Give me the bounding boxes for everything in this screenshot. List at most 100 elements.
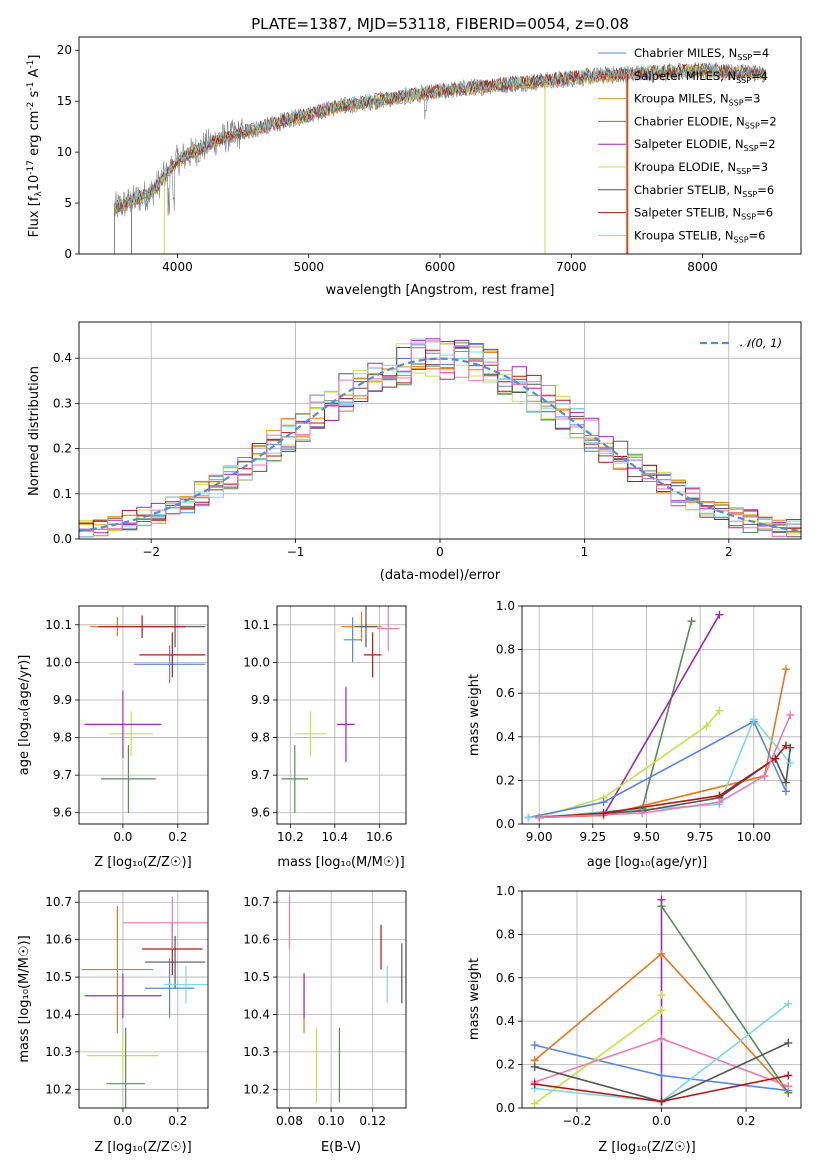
legend-suffix: =6 — [749, 228, 766, 242]
y-tick-label: 0.8 — [496, 927, 515, 941]
mass-vs-ebv-panel: 0.08 0.10 0.12 10.2 10.3 10.4 10.5 10.6 10.7 — [243, 890, 407, 1128]
weight-series-line — [660, 905, 789, 1094]
y-tick-label: 0.3 — [53, 396, 72, 410]
weight-point-marker — [535, 813, 544, 822]
axes-frame — [78, 890, 209, 1109]
legend-label: Kroupa STELIB, NSSP=6 — [634, 228, 765, 244]
x-tick-label: 0.2 — [168, 830, 187, 844]
x-tick-label: 0.0 — [113, 830, 132, 844]
legend-sub: SSP — [744, 144, 759, 153]
legend-prefix: Chabrier ELODIE, N — [634, 114, 745, 128]
x-tick-label: 1 — [581, 545, 589, 559]
age-vs-metallicity-panel: 0.0 0.2 9.6 9.7 9.8 9.9 10.0 10.1 — [45, 605, 209, 844]
y-tick-label: 9.7 — [251, 768, 270, 782]
y-tick-label: 0.8 — [496, 643, 515, 657]
y-tick-label: 5 — [64, 196, 72, 210]
x-tick-label: 6000 — [425, 260, 456, 274]
weight-vs-age-ylabel: mass weight — [467, 674, 482, 756]
plot-area — [281, 606, 400, 813]
y-tick-label: 9.6 — [251, 806, 270, 820]
weight-point-marker — [599, 809, 608, 818]
weight-point-marker — [599, 798, 608, 807]
legend-suffix: =3 — [744, 92, 761, 106]
weight-point-marker — [784, 1038, 793, 1047]
weight-point-marker — [715, 798, 724, 807]
weight-series-line — [538, 710, 721, 819]
y-tick-label: 10.5 — [243, 970, 270, 984]
spectrum-ylabel-mid: 10 — [27, 175, 42, 192]
weight-point-marker — [749, 715, 758, 724]
y-tick-label: 9.9 — [251, 693, 270, 707]
weight-point-marker — [760, 772, 769, 781]
y-tick-label: 10.4 — [243, 1007, 270, 1021]
x-tick-label: 9.50 — [633, 830, 660, 844]
y-tick-label: 10.4 — [45, 1007, 72, 1021]
legend-suffix: =4 — [751, 69, 768, 83]
spectrum-xlabel: wavelength [Angstrom, rest frame] — [326, 283, 555, 298]
spectrum-ylabel-end: ] — [27, 55, 42, 60]
y-tick-label: 0.4 — [496, 730, 515, 744]
legend-sub: SSP — [734, 235, 749, 244]
spectrum-ylabel-exp: -17 — [26, 160, 36, 175]
weight-point-marker — [657, 991, 666, 1000]
weight-series-line — [539, 669, 787, 819]
weight-point-marker — [781, 787, 790, 796]
normal-curve-line — [79, 357, 801, 533]
legend-prefix: Salpeter ELODIE, N — [634, 137, 744, 151]
weight-series-line — [539, 614, 721, 819]
weight-point-marker — [530, 1080, 539, 1089]
legend-sub: SSP — [745, 121, 760, 130]
mass-vs-metallicity-ylabel: mass [log₁₀(M/M☉)] — [17, 935, 32, 1062]
weight-point-marker — [657, 1006, 666, 1015]
legend-label: Kroupa MILES, NSSP=3 — [634, 92, 760, 108]
x-tick-label: 0.08 — [276, 1114, 303, 1128]
legend-label: 𝒩(0, 1) — [740, 336, 782, 350]
x-tick-label: 9.00 — [526, 830, 553, 844]
spectrum-ylabel: Flux [fλ10-17 erg cm-2 s-1 A-1] — [26, 55, 44, 238]
x-tick-label: 0.12 — [359, 1114, 386, 1128]
weight-point-marker — [702, 721, 711, 730]
y-tick-label: 9.6 — [53, 806, 72, 820]
age-vs-metallicity-xlabel: Z [log₁₀(Z/Z☉)] — [94, 855, 191, 870]
x-tick-label: 2 — [725, 545, 733, 559]
legend-prefix: Kroupa ELODIE, N — [634, 160, 736, 174]
legend-sub: SSP — [736, 76, 751, 85]
mass-vs-metallicity-xlabel: Z [log₁₀(Z/Z☉)] — [94, 1140, 191, 1155]
y-tick-label: 9.9 — [53, 693, 72, 707]
y-tick-label: 10.0 — [243, 655, 270, 669]
y-tick-label: 9.8 — [251, 731, 270, 745]
weight-point-marker — [530, 1041, 539, 1050]
plot-area — [84, 606, 206, 813]
legend-suffix: =4 — [752, 46, 769, 60]
x-tick-label: 0.10 — [318, 1114, 345, 1128]
weight-point-marker — [784, 999, 793, 1008]
spectrum-ylabel-exp4: -1 — [26, 60, 36, 69]
legend-sub: SSP — [741, 213, 756, 222]
weight-series-line — [539, 714, 792, 819]
weight-point-marker — [715, 706, 724, 715]
axes-frame — [276, 605, 407, 825]
spectrum-ylabel-rest3: A — [27, 69, 42, 82]
weight-vs-metallicity-panel: −0.2 0.0 0.2 0.0 0.2 0.4 0.6 0.8 1.0 — [496, 884, 802, 1128]
y-tick-label: 10.2 — [45, 1082, 72, 1096]
legend-label: Salpeter ELODIE, NSSP=2 — [634, 137, 776, 153]
y-tick-label: 10.3 — [45, 1045, 72, 1059]
plot-area — [528, 614, 792, 819]
weight-point-marker — [771, 754, 780, 763]
plot-area — [79, 338, 801, 538]
y-tick-label: 0.4 — [53, 351, 72, 365]
weight-point-marker — [786, 711, 795, 719]
weight-point-marker — [657, 1034, 666, 1043]
y-tick-label: 0.2 — [496, 1058, 515, 1072]
x-tick-label: −0.2 — [562, 1114, 591, 1128]
y-tick-label: 10.0 — [45, 655, 72, 669]
legend-prefix: Kroupa STELIB, N — [634, 228, 734, 242]
y-tick-label: 10.3 — [243, 1045, 270, 1059]
weight-series-line — [528, 720, 787, 819]
weight-point-marker — [784, 1082, 793, 1091]
legend-prefix: Chabrier STELIB, N — [634, 183, 742, 197]
y-tick-label: 15 — [57, 94, 72, 108]
y-tick-label: 0.0 — [496, 1101, 515, 1115]
residual-ylabel: Normed distribution — [27, 366, 42, 496]
